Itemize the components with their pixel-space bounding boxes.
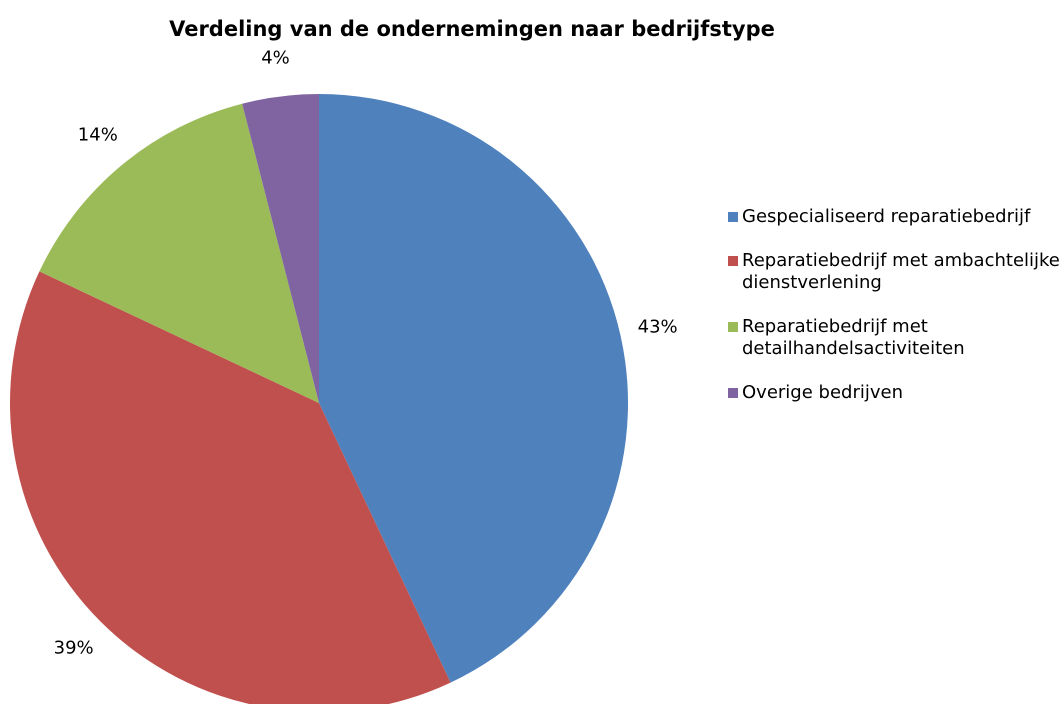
legend-label: Gespecialiseerd reparatiebedrijf [742, 206, 1031, 227]
legend-swatch [728, 322, 738, 332]
legend-entry: Reparatiebedrijf met ambachtelijke diens… [728, 250, 1064, 294]
data-label: 4% [261, 48, 290, 69]
data-label: 39% [54, 637, 94, 658]
legend-entry: Gespecialiseerd reparatiebedrijf [728, 206, 1064, 228]
legend-swatch [728, 388, 738, 398]
legend-label: Reparatiebedrijf met detailhandelsactivi… [742, 316, 965, 359]
pie-slice [10, 271, 451, 704]
legend-label: Overige bedrijven [742, 382, 903, 403]
legend-label: Reparatiebedrijf met ambachtelijke diens… [742, 250, 1060, 293]
data-label: 43% [638, 316, 678, 337]
legend-entry: Overige bedrijven [728, 382, 1064, 404]
chart-title: Verdeling van de ondernemingen naar bedr… [169, 17, 775, 41]
legend: Gespecialiseerd reparatiebedrijf Reparati… [728, 206, 1064, 426]
legend-swatch [728, 212, 738, 222]
pie-slice [319, 94, 628, 683]
data-label: 14% [78, 125, 118, 146]
pie-slice [242, 94, 319, 403]
legend-swatch [728, 256, 738, 266]
pie-slice [39, 103, 319, 404]
legend-entry: Reparatiebedrijf met detailhandelsactivi… [728, 316, 1064, 360]
